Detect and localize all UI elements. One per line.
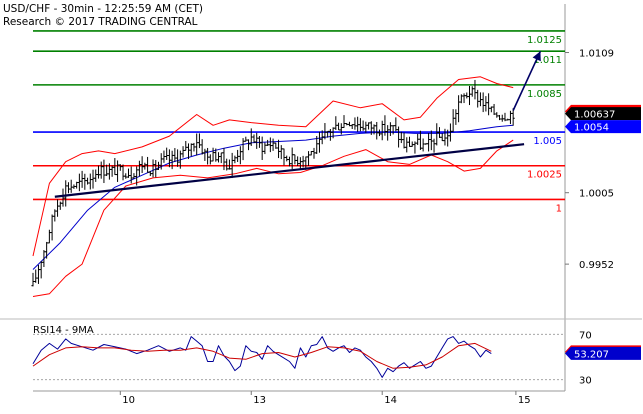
rsi-level-label: 30 — [579, 376, 592, 387]
bollinger-upper-line — [32, 76, 514, 257]
rsi-title: RSI14 - 9MA — [33, 325, 94, 336]
candles-layer — [31, 79, 515, 287]
overlay-layer — [54, 50, 542, 198]
y-tick-label: 0.9952 — [579, 260, 614, 271]
x-tick-label: 15 — [518, 395, 531, 406]
grid-layer: 10 13 14 15 1.0109 1.0005 0.9952 — [0, 4, 642, 406]
level-label: 1.005 — [533, 136, 562, 147]
price-tag-bg — [565, 107, 641, 121]
rsi-tag: 53.207 — [574, 349, 609, 360]
projection-arrow-head — [532, 51, 541, 62]
y-tick-label: 1.0005 — [579, 189, 614, 200]
level-label: 1.0085 — [527, 89, 562, 100]
level-label: 1.011 — [533, 55, 562, 66]
price-tag-bg — [565, 120, 641, 134]
projection-arrow-shaft — [512, 50, 542, 111]
level-label: 1 — [556, 203, 562, 214]
level-label: 1.0025 — [527, 170, 562, 181]
y-tick-label: 1.0109 — [579, 49, 614, 60]
level-label: 1.0125 — [527, 35, 562, 46]
rsi-layer: 70 30 — [32, 330, 592, 387]
rsi-line — [32, 336, 492, 378]
x-tick-label: 10 — [122, 395, 135, 406]
trendline — [54, 143, 525, 198]
rsi-level-label: 70 — [579, 330, 592, 341]
rsi-tag-bg — [565, 346, 641, 360]
x-tick-label: 13 — [253, 395, 266, 406]
chart-subtitle: Research © 2017 TRADING CENTRAL — [3, 16, 198, 28]
price-tag: 1.00637 — [574, 110, 615, 121]
levels-layer: 1.0125 1.011 1.0085 1.005 1.0025 1 — [33, 30, 565, 214]
x-tick-label: 14 — [384, 395, 397, 406]
price-tag: 1.0054 — [574, 123, 609, 134]
bollinger-lower-line — [32, 139, 514, 297]
bands-layer — [32, 76, 514, 297]
chart-title: USD/CHF - 30min - 12:25:59 AM (CET) — [3, 3, 203, 15]
rsi-ma-line — [32, 342, 492, 369]
